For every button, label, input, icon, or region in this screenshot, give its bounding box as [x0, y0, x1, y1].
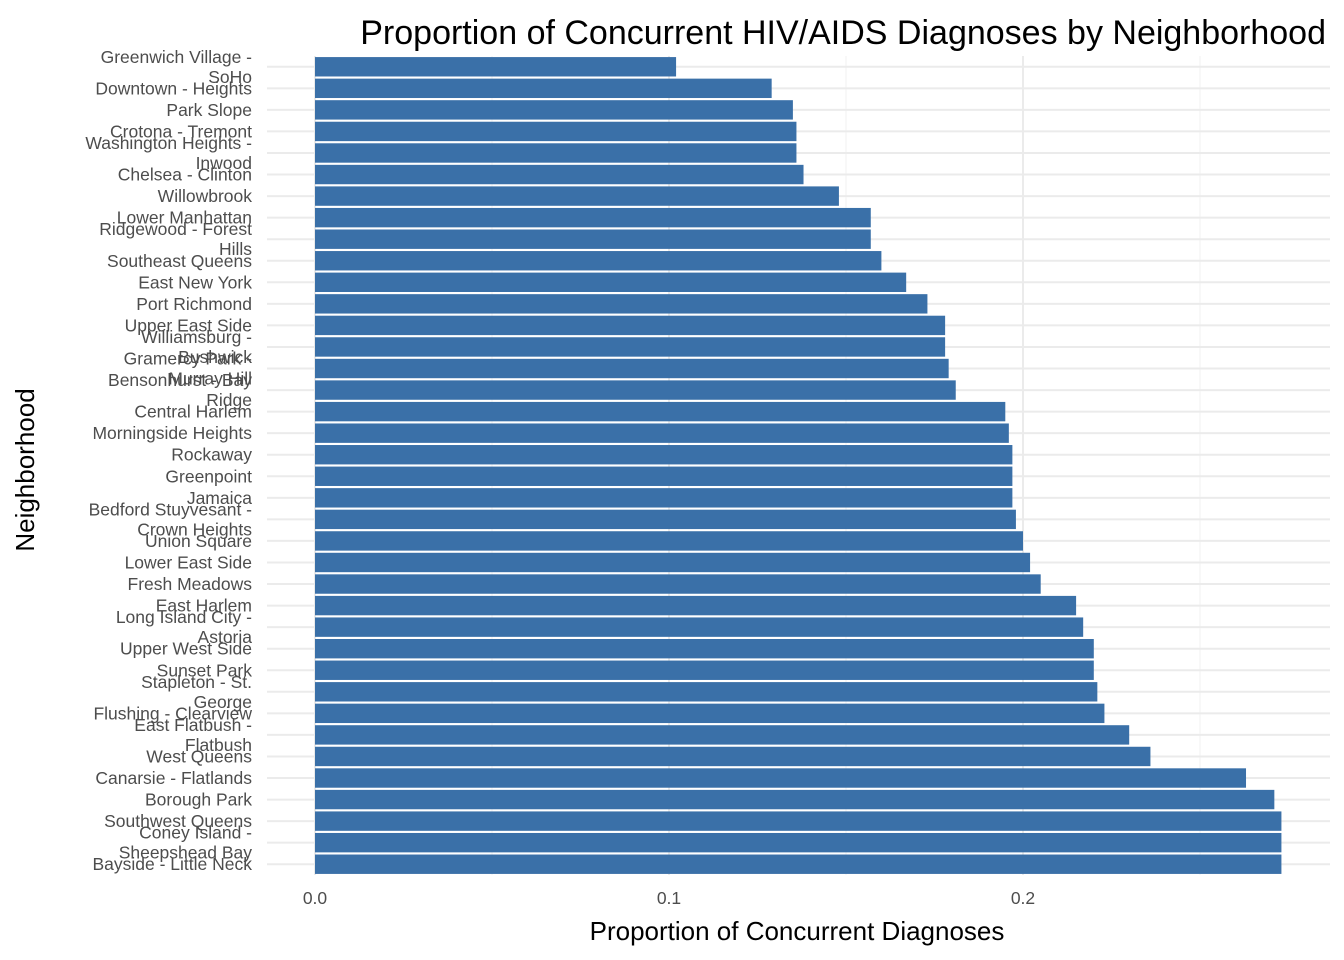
bar — [315, 251, 882, 271]
category-label: Sunset Park — [157, 660, 253, 680]
bar — [315, 423, 1009, 443]
category-label: Crotona - Tremont — [110, 121, 252, 141]
bar — [315, 811, 1282, 831]
category-label: Greenpoint — [165, 466, 252, 486]
bar — [315, 143, 797, 163]
bar — [315, 358, 949, 379]
category-label: Bedford Stuyvesant -Crown Heights — [89, 499, 253, 539]
bar — [315, 725, 1130, 745]
bar — [315, 315, 946, 336]
bar — [315, 337, 946, 357]
bar — [315, 574, 1041, 594]
bar — [315, 380, 956, 400]
category-label: Chelsea - Clinton — [118, 165, 252, 185]
category-label: Bensonhurst - Bay Ridge — [108, 370, 252, 410]
x-axis-ticks: 0.0 0.1 0.2 — [303, 888, 1035, 908]
category-label: Ridgewood - Forest Hills — [99, 219, 252, 259]
bar — [315, 57, 677, 77]
category-label: East Flatbush -Flatbush — [134, 715, 252, 755]
category-label: Upper West Side — [120, 639, 252, 659]
chart-title: Proportion of Concurrent HIV/AIDS Diagno… — [360, 14, 1326, 52]
category-label: Lower East Side — [125, 552, 252, 572]
category-label: Borough Park — [145, 790, 252, 810]
category-label: Upper East Side — [125, 315, 252, 335]
category-label: Coney Island -Sheepshead Bay — [119, 823, 253, 863]
category-label: East New York — [138, 272, 252, 292]
x-tick-label: 0.2 — [1011, 888, 1035, 908]
category-label: Downtown - Heights — [95, 78, 252, 98]
x-axis-title: Proportion of Concurrent Diagnoses — [590, 916, 1005, 946]
category-label: Washington Heights -Inwood — [85, 133, 252, 173]
category-label: Park Slope — [166, 100, 252, 120]
category-label: Fresh Meadows — [128, 574, 253, 594]
bar — [315, 207, 871, 228]
bar — [315, 552, 1031, 573]
category-label: West Queens — [146, 746, 252, 766]
bar — [315, 703, 1105, 724]
category-label: Morningside Heights — [92, 423, 252, 443]
category-label: Rockaway — [171, 445, 252, 465]
bar — [315, 789, 1275, 810]
bar — [315, 78, 772, 99]
bar — [315, 164, 804, 185]
category-label: Williamsburg -Bushwick — [141, 327, 252, 367]
bar — [315, 445, 1013, 465]
bar — [315, 682, 1098, 702]
bar — [315, 854, 1282, 874]
bar — [315, 186, 839, 206]
category-label: Southwest Queens — [104, 811, 252, 831]
category-label: Greenwich Village -SoHo — [101, 47, 253, 87]
bar — [315, 294, 928, 314]
category-label: Port Richmond — [136, 294, 252, 314]
category-label: Lower Manhattan — [117, 208, 252, 228]
bar — [315, 638, 1094, 659]
category-label: Bayside - Little Neck — [92, 854, 252, 874]
bar — [315, 488, 1013, 508]
category-label: Canarsie - Flatlands — [95, 768, 252, 788]
bar — [315, 660, 1094, 680]
category-label: Southeast Queens — [107, 251, 252, 271]
category-label: Union Square — [145, 531, 252, 551]
x-tick-label: 0.0 — [303, 888, 328, 908]
bar — [315, 229, 871, 249]
bar — [315, 746, 1151, 767]
category-label: East Harlem — [156, 596, 252, 616]
category-label: Central Harlem — [134, 402, 252, 422]
category-label: Gramercy Park -Murray Hill — [124, 349, 253, 389]
bars — [315, 57, 1282, 874]
bar — [315, 617, 1084, 637]
bar — [315, 121, 797, 142]
bar — [315, 595, 1077, 616]
bar — [315, 401, 1006, 422]
category-label: Willowbrook — [158, 186, 253, 206]
bar — [315, 509, 1016, 530]
x-tick-label: 0.1 — [657, 888, 681, 908]
bar — [315, 832, 1282, 853]
category-label: Jamaica — [187, 488, 252, 508]
category-label: Flushing - Clearview — [93, 703, 252, 723]
bar — [315, 531, 1023, 551]
bar — [315, 466, 1013, 486]
category-label: Stapleton - St. George — [141, 672, 252, 712]
y-axis-title: Neighborhood — [10, 388, 40, 551]
category-label: Long Island City -Astoria — [116, 607, 252, 647]
bar — [315, 768, 1247, 788]
bar — [315, 100, 793, 120]
bar — [315, 272, 907, 293]
